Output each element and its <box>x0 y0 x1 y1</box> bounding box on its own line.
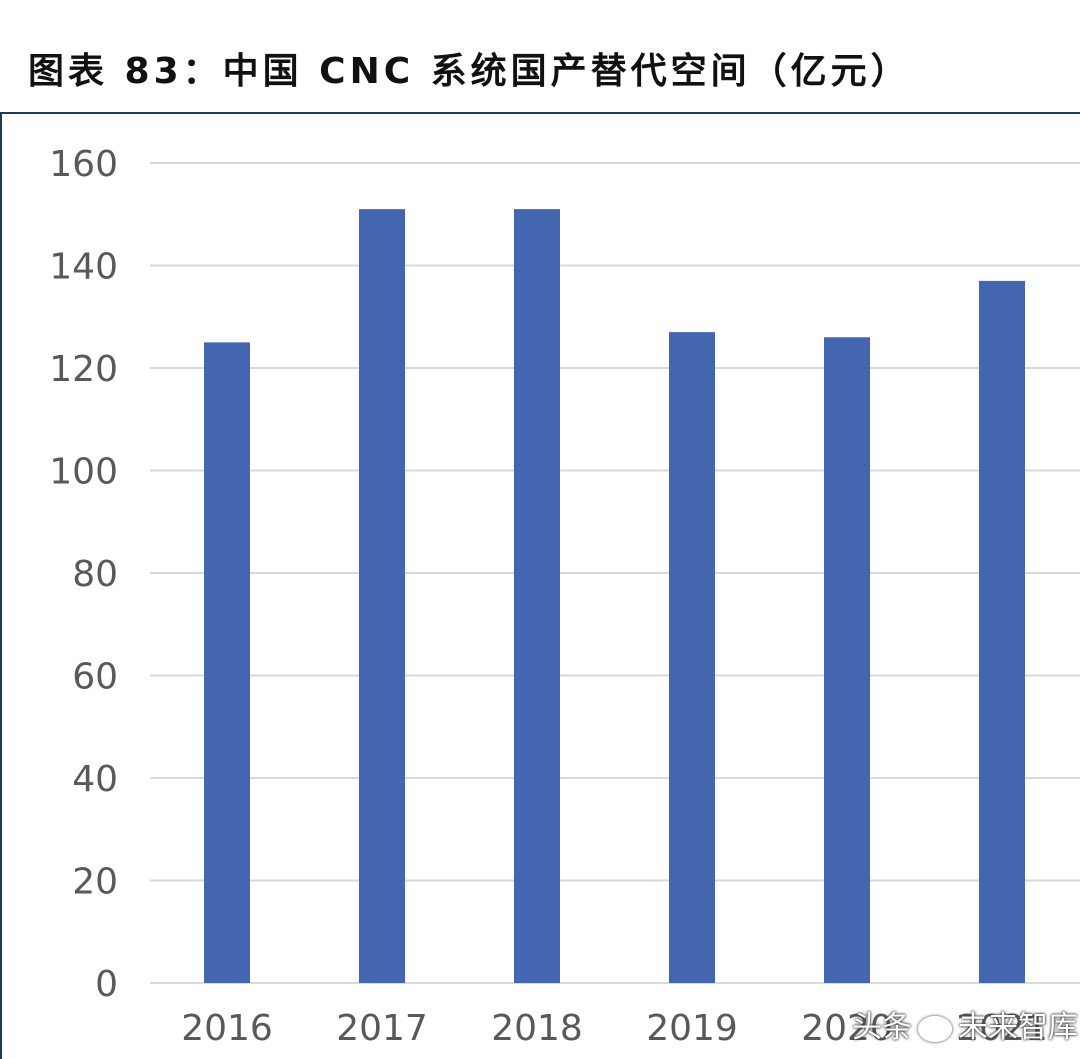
y-tick-label: 20 <box>72 862 118 903</box>
watermark: 头条 未来智库 <box>852 1002 1078 1046</box>
x-tick-label: 2019 <box>646 1008 738 1049</box>
bars <box>204 209 1025 983</box>
x-tick-label: 2016 <box>181 1008 273 1049</box>
x-tick-label: 2021 <box>956 1008 1048 1049</box>
y-axis-ticks: 0 20 40 60 80 100 120 140 160 <box>49 144 118 1005</box>
y-tick-label: 60 <box>72 657 118 698</box>
gridlines <box>150 162 1080 984</box>
y-tick-label: 40 <box>72 759 118 800</box>
bar-2021 <box>979 280 1025 983</box>
x-tick-label: 2018 <box>491 1008 583 1049</box>
y-tick-label: 120 <box>49 349 118 390</box>
wechat-icon <box>918 1015 952 1042</box>
x-tick-label: 2017 <box>336 1008 428 1049</box>
bar-2016 <box>204 342 250 983</box>
bar-2017 <box>359 209 405 983</box>
y-tick-label: 80 <box>72 554 118 595</box>
x-tick-label: 2020 <box>801 1008 893 1049</box>
y-tick-label: 100 <box>49 452 118 493</box>
y-tick-label: 160 <box>49 144 118 185</box>
bar-2020 <box>824 337 870 983</box>
watermark-name: 未来智库 <box>958 1010 1078 1045</box>
y-tick-label: 140 <box>49 247 118 288</box>
watermark-prefix: 头条 <box>852 1010 912 1045</box>
chart-frame <box>0 114 1080 1059</box>
y-tick-label: 0 <box>95 964 118 1005</box>
x-axis-ticks: 2016 2017 2018 2019 2020 2021 <box>181 1008 1048 1049</box>
title-bar: 图表 83：中国 CNC 系统国产替代空间（亿元） <box>0 0 1080 114</box>
bar-2018 <box>514 209 560 983</box>
bar-2019 <box>669 332 715 983</box>
chart-title: 图表 83：中国 CNC 系统国产替代空间（亿元） <box>28 51 911 92</box>
